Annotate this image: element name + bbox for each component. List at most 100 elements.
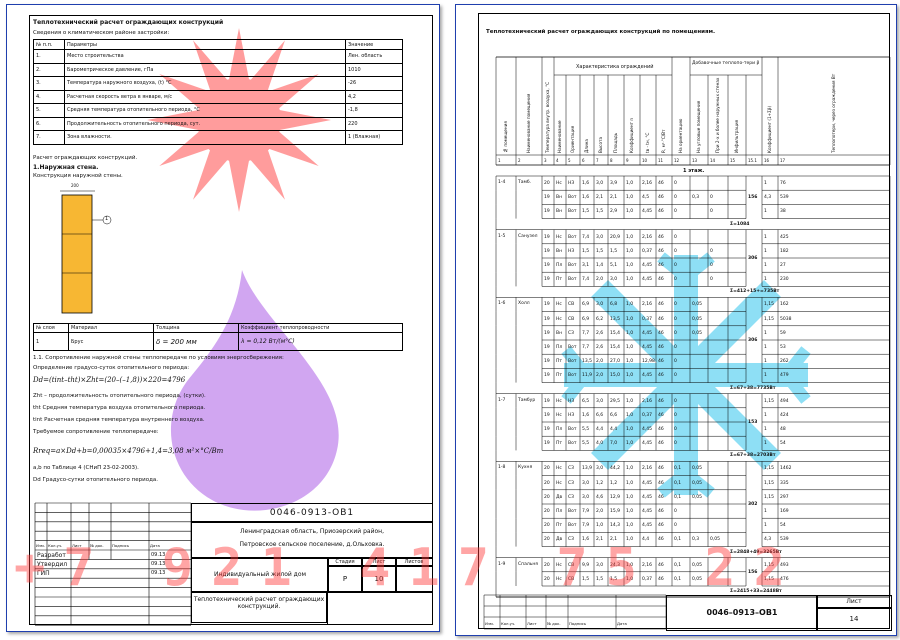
table-cell: 0 (674, 316, 677, 322)
room-number: 1-5 (498, 233, 506, 239)
col-number: 13 (692, 158, 698, 163)
table-cell: 539 (780, 537, 789, 543)
table-cell: 46 (658, 537, 664, 543)
room-name: Тамбур (518, 397, 536, 403)
table-cell: 76 (780, 181, 786, 186)
climate-cell: 1 (Влажная) (345, 130, 403, 145)
table-cell: СЗ (568, 466, 575, 472)
col-header: Коэффициент n (629, 117, 634, 153)
drawing-frame (29, 15, 433, 625)
table-cell: 3,0 (596, 302, 604, 308)
table-cell: 0,3 (692, 195, 700, 201)
col-number: 15 (730, 158, 736, 163)
table-cell: 27 (780, 263, 786, 268)
table-cell: 7,4 (582, 234, 590, 240)
room-sum: Σ=412+15+=735Вт (730, 289, 780, 295)
stamp-col-header: Лист (527, 621, 537, 626)
table-cell: 1 (764, 523, 767, 529)
col-header: № помещения (503, 121, 508, 153)
layer-cell-thickness: δ = 200 мм (153, 332, 239, 351)
table-cell: 2,9 (610, 209, 618, 215)
table-cell: СЗ (568, 494, 575, 500)
table-cell: 46 (658, 209, 664, 215)
table-cell: 162 (780, 302, 789, 308)
table-cell: 1,15 (764, 562, 775, 568)
climate-cell: Расчетная скорость ветра в январе, м/с (64, 89, 346, 104)
table-cell: СЗ (568, 480, 575, 486)
col-header: Теплопотери, через ограждения Вт (831, 73, 836, 153)
table-cell: 0 (674, 398, 677, 404)
table-cell: 0,37 (642, 412, 653, 418)
table-cell: Вот (568, 209, 577, 215)
table-cell: НЗ (568, 248, 575, 254)
table-cell: 4,45 (642, 509, 653, 514)
formula-required-resistance: Rreq=a×Dd+b=0,00035×4796+1,4=3,08 м²×°С/… (33, 447, 224, 455)
table-cell: Вот (568, 441, 577, 447)
table-cell: 0 (674, 248, 677, 254)
col-number: 15.1 (748, 158, 757, 163)
table-cell: 1 (764, 412, 767, 418)
col-number: 12 (674, 158, 680, 163)
infiltration-value: 306 (748, 338, 758, 343)
table-cell: 19 (544, 209, 550, 215)
infiltration-value: 306 (748, 256, 758, 261)
table-cell: 1,0 (626, 316, 634, 322)
layer-table: № слоя Материал Толщина Коэффициент тепл… (33, 323, 403, 351)
infiltration-value: 302 (748, 502, 758, 507)
room-number: 1-8 (498, 465, 506, 471)
table-cell: 12,9 (610, 494, 621, 500)
table-cell: 5,1 (610, 263, 618, 268)
table-cell: 15,4 (610, 330, 621, 336)
table-cell: 1,0 (626, 345, 634, 350)
room-number: 1-7 (498, 397, 506, 403)
room-sum: Σ=67+38=7735Вт (730, 385, 776, 391)
table-cell: 1 (764, 427, 767, 432)
table-cell: Вот (568, 427, 577, 432)
table-cell: 0,05 (692, 302, 703, 308)
zht-description: Zht – продолжительность отопительного пе… (33, 393, 206, 399)
layer-header-num: № слоя (33, 323, 69, 333)
table-cell: 2,1 (596, 537, 604, 543)
table-cell: 46 (658, 195, 664, 201)
table-cell: 2,0 (596, 509, 604, 514)
stamp-col-header: Кол.уч. (501, 621, 516, 626)
table-cell: 0 (674, 181, 677, 186)
table-cell: 0 (674, 441, 677, 447)
table-cell: 46 (658, 316, 664, 322)
table-cell: 12,98 (642, 359, 655, 365)
table-cell: Пт (556, 359, 563, 365)
table-cell: 3,9 (610, 181, 618, 186)
table-cell: 53 (780, 345, 786, 350)
table-cell: 46 (658, 277, 664, 283)
table-cell: 20 (544, 466, 550, 472)
col-number: 10 (642, 158, 648, 163)
table-cell: 0 (674, 412, 677, 418)
table-cell: 1 (764, 209, 767, 215)
table-cell: 46 (658, 509, 664, 514)
table-cell: 297 (780, 494, 789, 500)
table-cell: 19 (544, 359, 550, 365)
table-cell: 1,5 (610, 248, 618, 254)
table-cell: 20 (544, 523, 550, 529)
table-cell: Нс (556, 576, 562, 582)
table-cell: 7,0 (610, 441, 618, 447)
page-title: Теплотехнический расчет ограждающих конс… (33, 19, 224, 26)
layer-cell-num: 1 (33, 332, 69, 351)
phone-watermark: +7 921 417 75 22 (14, 538, 803, 598)
layer-header-thickness: Толщина (153, 323, 239, 333)
table-cell: 182 (780, 248, 789, 254)
table-cell: 1 (764, 441, 767, 447)
infiltration-value: 156 (748, 195, 758, 201)
table-cell: СЗ (568, 330, 575, 336)
table-cell: 5038 (780, 316, 792, 322)
table-cell: СЗ (568, 537, 575, 543)
stamp-stage-header: Стадия (327, 557, 363, 567)
col-number: 5 (568, 158, 571, 163)
col-header: Площадь (613, 132, 618, 153)
climate-cell: Лен. область (345, 49, 403, 64)
room-name: Кухня (518, 465, 533, 471)
table-cell: 169 (780, 509, 789, 514)
stamp-col-header: Дата (150, 542, 160, 548)
col-header: На ориентацию (678, 118, 683, 153)
table-cell: 7,4 (582, 277, 590, 283)
